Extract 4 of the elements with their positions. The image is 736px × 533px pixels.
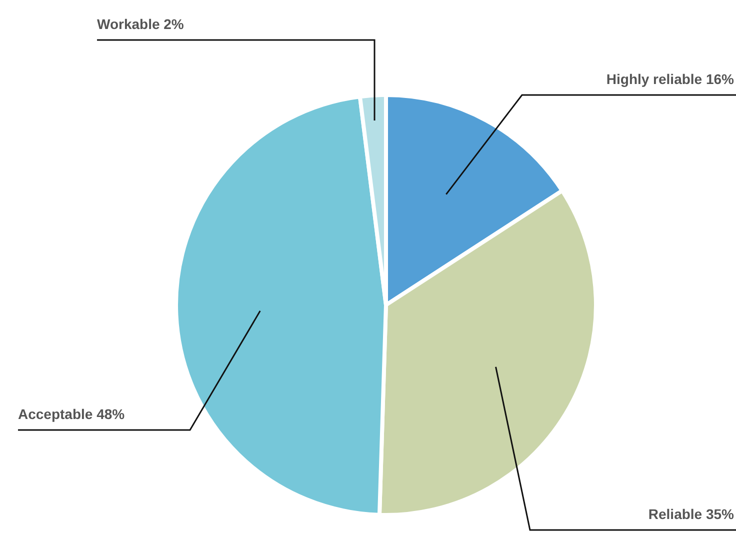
slice-label: Highly reliable 16% (606, 71, 735, 87)
slice-label: Reliable 35% (648, 506, 735, 522)
slice-label: Workable 2% (97, 16, 184, 32)
slice-label: Acceptable 48% (18, 406, 126, 422)
